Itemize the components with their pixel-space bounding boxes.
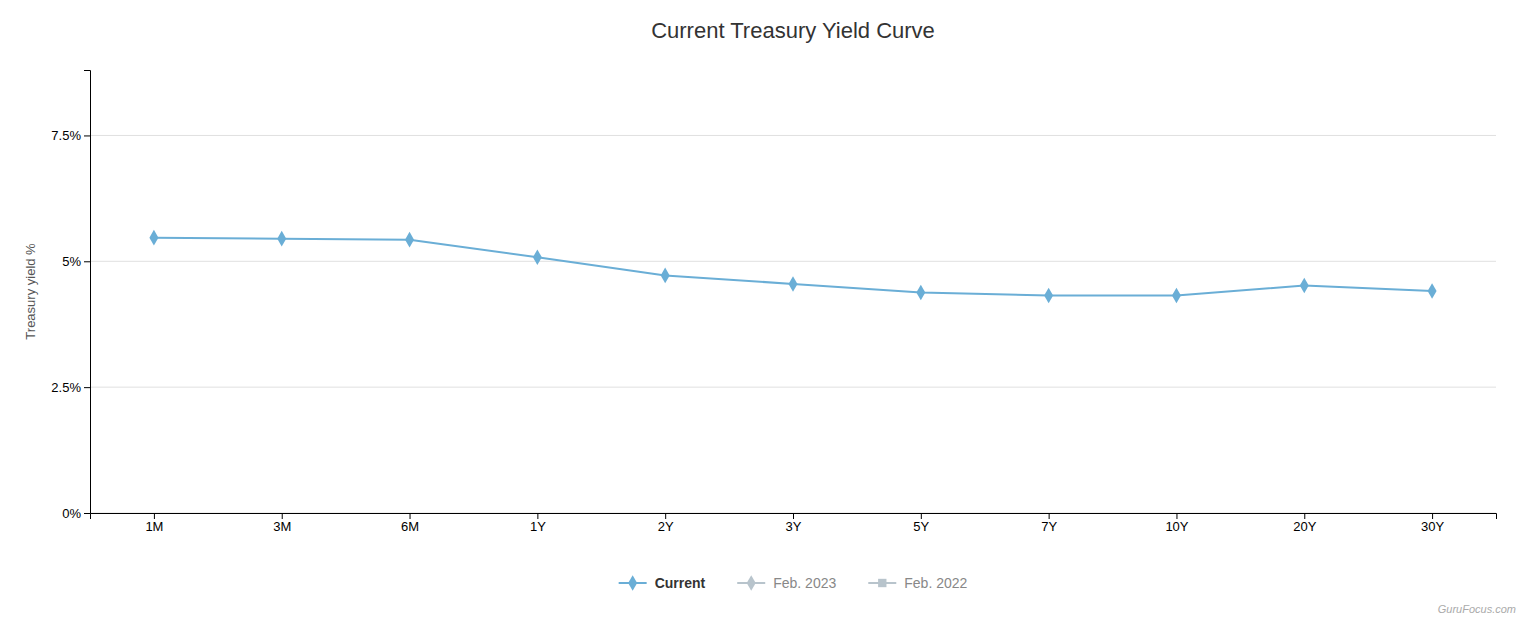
series — [149, 230, 1436, 303]
x-tick-label: 7Y — [1041, 519, 1057, 534]
x-tick: 20Y — [1293, 513, 1316, 534]
y-tick-mark — [84, 387, 90, 388]
x-tick-mark — [793, 513, 794, 519]
x-tick-mark — [665, 513, 666, 519]
x-tick: 1M — [145, 513, 163, 534]
y-tick: 0% — [62, 506, 90, 521]
x-tick-label: 3Y — [786, 519, 802, 534]
x-tick-mark — [410, 513, 411, 519]
point — [661, 268, 670, 284]
x-tick-mark — [1304, 513, 1305, 519]
legend-swatch — [747, 575, 756, 591]
point — [1172, 288, 1181, 304]
chart: 0% 2.5% 5% 7.5% 1M 3M 6M 1Y 2Y 3Y 5Y 7Y 10Y 20Y 30Y Cur… — [0, 0, 1536, 623]
grid — [90, 135, 1496, 513]
legend-swatch — [878, 579, 886, 587]
grid-line — [90, 387, 1496, 388]
x-tick: 3M — [273, 513, 291, 534]
x-tick: 6M — [401, 513, 419, 534]
point — [277, 231, 286, 247]
x-tick-label: 3M — [273, 519, 291, 534]
x-tick-label: 1M — [145, 519, 163, 534]
point — [533, 249, 542, 265]
legend-label: Current — [655, 575, 706, 591]
y-tick-mark — [84, 513, 90, 514]
y-tick-label: 0% — [62, 506, 81, 521]
annotation: GuruFocus.com — [1438, 603, 1516, 615]
x-tick-mark — [1432, 513, 1433, 519]
legend: Current Feb. 2023 Feb. 2022 — [619, 575, 968, 591]
x-tick-label: 20Y — [1293, 519, 1316, 534]
point — [149, 230, 158, 246]
plot: 0% 2.5% 5% 7.5% 1M 3M 6M 1Y 2Y 3Y 5Y 7Y 10Y 20Y 30Y — [51, 71, 1496, 535]
x-tick-mark — [282, 513, 283, 519]
x-tick: 10Y — [1165, 513, 1188, 534]
legend-label: Feb. 2023 — [773, 575, 836, 591]
y-tick-label: 7.5% — [51, 128, 81, 143]
x-tick-label: 2Y — [658, 519, 674, 534]
x-tick-label: 6M — [401, 519, 419, 534]
x-tick-mark — [1176, 513, 1177, 519]
point — [1044, 288, 1053, 304]
grid-line — [90, 261, 1496, 262]
point — [405, 232, 414, 248]
legend-item: Feb. 2022 — [868, 575, 967, 591]
title: Current Treasury Yield Curve — [651, 18, 935, 43]
legend-swatch — [628, 575, 637, 591]
x-tick-mark — [921, 513, 922, 519]
legend-item: Current — [619, 575, 706, 591]
point — [789, 276, 798, 292]
x-axis: 1M 3M 6M 1Y 2Y 3Y 5Y 7Y 10Y 20Y 30Y — [91, 513, 1497, 534]
y-tick: 2.5% — [51, 380, 90, 395]
x-tick: 1Y — [530, 513, 546, 534]
x-tick-mark — [154, 513, 155, 519]
series-line — [154, 238, 1432, 296]
x-tick-label: 30Y — [1421, 519, 1444, 534]
y-axis-line — [84, 71, 91, 514]
x-tick: 30Y — [1421, 513, 1444, 534]
legend-label: Feb. 2022 — [904, 575, 967, 591]
x-tick-label: 10Y — [1165, 519, 1188, 534]
y-tick: 5% — [62, 254, 90, 269]
x-tick-mark — [1049, 513, 1050, 519]
y-tick: 7.5% — [51, 128, 90, 143]
x-tick: 7Y — [1041, 513, 1057, 534]
x-tick: 2Y — [658, 513, 674, 534]
grid-line — [90, 135, 1496, 136]
y-tick-mark — [84, 261, 90, 262]
y-tick-mark — [84, 135, 90, 136]
y-tick-label: 5% — [62, 254, 81, 269]
x-tick: 5Y — [913, 513, 929, 534]
y-axis: 0% 2.5% 5% 7.5% — [51, 71, 90, 521]
marks — [149, 230, 1436, 303]
x-tick-label: 5Y — [913, 519, 929, 534]
point — [1300, 278, 1309, 294]
x-tick: 3Y — [786, 513, 802, 534]
y-tick-label: 2.5% — [51, 380, 81, 395]
legend-item: Feb. 2023 — [737, 575, 836, 591]
x-tick-label: 1Y — [530, 519, 546, 534]
x-tick-mark — [537, 513, 538, 519]
x-axis-line — [91, 514, 1497, 520]
point — [1428, 283, 1437, 299]
y-axis-title: Treasury yield % — [23, 243, 38, 340]
point — [916, 285, 925, 301]
